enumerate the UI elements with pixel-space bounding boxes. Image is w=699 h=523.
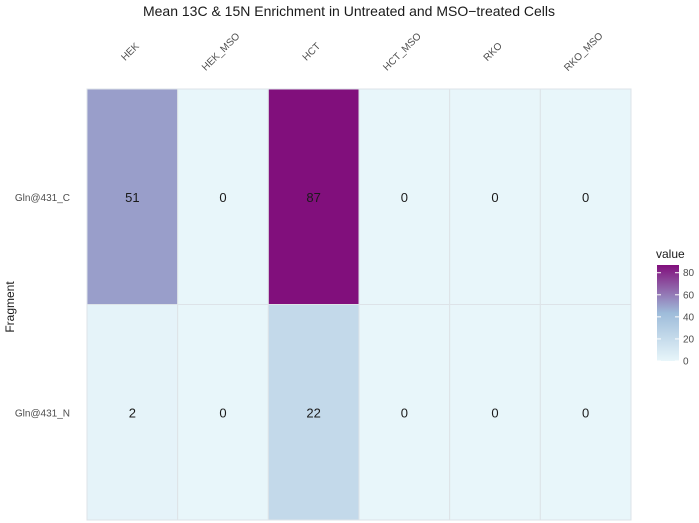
cell-value-label: 87 bbox=[306, 190, 320, 205]
heatmap-cell bbox=[267, 304, 360, 521]
y-axis-ticks: Gln@431_C Gln@431_N bbox=[15, 193, 70, 420]
x-tick-label: RKO bbox=[482, 41, 505, 64]
x-tick-label: HEK bbox=[119, 41, 142, 64]
heatmap-cell bbox=[86, 304, 179, 521]
cell-value-label: 0 bbox=[401, 190, 408, 205]
heatmap-cell-labels: 51 0 87 0 0 0 2 0 22 0 0 0 bbox=[125, 190, 589, 421]
y-axis-label: Fragment bbox=[3, 281, 17, 333]
x-axis-ticks: HEK HEK_MSO HCT HCT_MSO RKO RKO_MSO bbox=[119, 31, 605, 74]
cell-value-label: 0 bbox=[401, 405, 408, 420]
cell-value-label: 2 bbox=[129, 405, 136, 420]
heatmap-cell bbox=[358, 88, 451, 305]
x-tick-label: HCT bbox=[301, 41, 323, 63]
legend-tick-label: 40 bbox=[683, 312, 695, 323]
heatmap-cell bbox=[177, 88, 269, 305]
cell-value-label: 51 bbox=[125, 190, 139, 205]
legend-tick-label: 80 bbox=[683, 268, 695, 279]
heatmap-cell bbox=[86, 88, 179, 305]
y-tick-label: Gln@431_N bbox=[15, 408, 70, 419]
cell-value-label: 0 bbox=[582, 190, 589, 205]
y-tick-label: Gln@431_C bbox=[15, 193, 70, 204]
cell-value-label: 0 bbox=[491, 405, 498, 420]
heatmap-cell bbox=[449, 88, 541, 305]
x-tick-label: HEK_MSO bbox=[200, 31, 243, 74]
x-tick-label: HCT_MSO bbox=[381, 31, 424, 74]
cell-value-label: 0 bbox=[219, 190, 226, 205]
cell-value-label: 0 bbox=[219, 405, 226, 420]
legend-ticks: 0 20 40 60 80 bbox=[657, 268, 695, 368]
cell-value-label: 22 bbox=[306, 405, 320, 420]
chart-title: Mean 13C & 15N Enrichment in Untreated a… bbox=[143, 3, 555, 19]
heatmap-cell bbox=[358, 304, 451, 521]
legend-tick-label: 20 bbox=[683, 334, 695, 345]
heatmap-cells bbox=[86, 88, 632, 521]
cell-value-label: 0 bbox=[582, 405, 589, 420]
heatmap-cell bbox=[177, 304, 269, 521]
cell-value-label: 0 bbox=[491, 190, 498, 205]
legend-tick-label: 0 bbox=[683, 357, 689, 368]
heatmap-cell bbox=[267, 88, 360, 305]
legend-tick-label: 60 bbox=[683, 290, 695, 301]
color-legend: value 0 20 40 60 80 bbox=[656, 247, 695, 368]
legend-title: value bbox=[656, 247, 685, 261]
heatmap-cell bbox=[539, 304, 632, 521]
legend-color-bar bbox=[657, 265, 679, 361]
heatmap-cell bbox=[539, 88, 632, 305]
x-tick-label: RKO_MSO bbox=[562, 31, 605, 74]
